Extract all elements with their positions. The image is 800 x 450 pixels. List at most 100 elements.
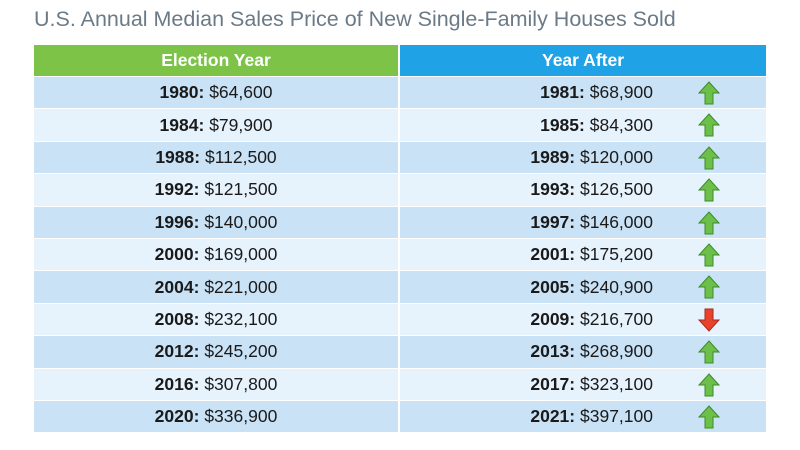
election-year-cell: 1996: $140,000 bbox=[34, 206, 400, 238]
table-row: 1988: $112,500 1989: $120,000 bbox=[34, 140, 766, 174]
election-year-label: 2020 bbox=[154, 406, 194, 427]
table-row: 2020: $336,900 2021: $397,100 bbox=[34, 399, 766, 433]
table-header: Election Year Year After bbox=[34, 45, 766, 76]
arrow-up-shape bbox=[698, 81, 720, 105]
year-after-colon: : bbox=[569, 308, 580, 329]
year-after-label: 1993 bbox=[530, 179, 570, 200]
election-year-colon: : bbox=[193, 308, 205, 329]
year-after-cell: 1997: $146,000 bbox=[400, 207, 766, 238]
arrow-up-icon bbox=[698, 372, 720, 397]
election-year-colon: : bbox=[194, 146, 205, 167]
election-price: $307,800 bbox=[204, 373, 278, 394]
election-year-label: 1996 bbox=[154, 211, 194, 232]
arrow-up-icon bbox=[698, 275, 720, 299]
election-year-cell: 2012: $245,200 bbox=[34, 336, 400, 368]
election-year-label: 2008 bbox=[154, 308, 194, 329]
year-after-label: 2005 bbox=[530, 276, 570, 297]
election-year-colon: : bbox=[198, 82, 210, 103]
election-year-cell: 2000: $169,000 bbox=[34, 238, 400, 271]
year-after-price: $240,900 bbox=[580, 276, 653, 297]
year-after-colon: : bbox=[569, 211, 580, 232]
election-year-label: 2004 bbox=[154, 276, 194, 297]
election-price: $169,000 bbox=[204, 244, 278, 265]
election-year-entry: 1988: $112,500 bbox=[155, 147, 276, 168]
year-after-entry: 2005: $240,900 bbox=[530, 277, 653, 298]
year-after-price: $323,100 bbox=[580, 373, 653, 394]
arrow-up-icon bbox=[698, 146, 720, 170]
year-after-colon: : bbox=[569, 373, 580, 394]
year-after-label: 2017 bbox=[530, 373, 570, 394]
year-after-entry: 2013: $268,900 bbox=[530, 341, 653, 362]
year-after-price: $120,000 bbox=[580, 146, 653, 167]
election-year-colon: : bbox=[193, 244, 205, 265]
year-after-colon: : bbox=[569, 179, 580, 200]
election-price: $221,000 bbox=[204, 276, 278, 297]
year-after-cell: 2005: $240,900 bbox=[400, 271, 766, 302]
election-year-label: 2016 bbox=[154, 373, 194, 394]
arrow-down-icon bbox=[698, 308, 720, 332]
table-body: 1980: $64,600 1981: $68,900 1984: $79,900 1… bbox=[34, 76, 766, 433]
year-after-colon: : bbox=[579, 82, 590, 103]
election-year-label: 1980 bbox=[159, 82, 199, 103]
year-after-label: 1981 bbox=[540, 82, 580, 103]
year-after-colon: : bbox=[569, 276, 580, 297]
election-year-colon: : bbox=[198, 114, 210, 135]
arrow-up-icon bbox=[698, 81, 720, 105]
election-price: $112,500 bbox=[204, 146, 277, 167]
election-year-entry: 1980: $64,600 bbox=[160, 82, 273, 103]
year-after-cell: 2013: $268,900 bbox=[400, 336, 766, 367]
year-after-price: $216,700 bbox=[580, 308, 653, 329]
election-price: $232,100 bbox=[204, 308, 278, 329]
arrow-up-icon bbox=[698, 405, 720, 429]
year-after-colon: : bbox=[569, 341, 580, 362]
arrow-down-shape bbox=[698, 308, 720, 332]
election-year-label: 1992 bbox=[154, 179, 194, 200]
year-after-cell: 2001: $175,200 bbox=[400, 239, 766, 270]
election-year-entry: 1996: $140,000 bbox=[155, 212, 278, 233]
table-row: 2012: $245,200 2013: $268,900 bbox=[34, 335, 766, 368]
year-after-label: 2009 bbox=[530, 308, 570, 329]
arrow-up-icon bbox=[698, 340, 720, 364]
header-year-after: Year After bbox=[400, 45, 766, 76]
election-price: $336,900 bbox=[204, 406, 278, 427]
page-title: U.S. Annual Median Sales Price of New Si… bbox=[34, 7, 676, 31]
year-after-label: 1989 bbox=[530, 146, 570, 167]
election-year-cell: 1992: $121,500 bbox=[34, 174, 400, 206]
arrow-up-shape bbox=[698, 372, 720, 397]
year-after-price: $126,500 bbox=[580, 179, 653, 200]
election-year-entry: 1992: $121,500 bbox=[155, 179, 278, 200]
arrow-up-shape bbox=[698, 275, 720, 299]
arrow-up-shape bbox=[698, 178, 720, 202]
election-price: $140,000 bbox=[204, 211, 278, 232]
year-after-cell: 1989: $120,000 bbox=[400, 142, 766, 173]
election-year-label: 2000 bbox=[154, 244, 194, 265]
arrow-up-shape bbox=[698, 405, 720, 429]
table-row: 2000: $169,000 2001: $175,200 bbox=[34, 237, 766, 271]
election-year-colon: : bbox=[193, 373, 205, 394]
election-year-label: 1988 bbox=[155, 146, 195, 167]
arrow-up-shape bbox=[698, 210, 720, 235]
year-after-label: 1985 bbox=[540, 114, 580, 135]
arrow-up-icon bbox=[698, 210, 720, 235]
table-row: 2008: $232,100 2009: $216,700 bbox=[34, 302, 766, 336]
election-year-cell: 2016: $307,800 bbox=[34, 368, 400, 400]
arrow-up-shape bbox=[698, 113, 720, 137]
year-after-entry: 2021: $397,100 bbox=[530, 406, 653, 427]
election-year-colon: : bbox=[193, 406, 205, 427]
election-year-entry: 2004: $221,000 bbox=[155, 277, 278, 298]
year-after-price: $84,300 bbox=[589, 114, 653, 135]
year-after-entry: 1985: $84,300 bbox=[540, 115, 653, 136]
arrow-up-icon bbox=[698, 243, 720, 267]
election-year-cell: 2020: $336,900 bbox=[34, 400, 400, 433]
arrow-up-shape bbox=[698, 340, 720, 364]
election-year-entry: 1984: $79,900 bbox=[160, 115, 273, 136]
year-after-label: 2001 bbox=[530, 244, 570, 265]
year-after-label: 1997 bbox=[530, 211, 570, 232]
table-row: 1992: $121,500 1993: $126,500 bbox=[34, 173, 766, 206]
election-year-entry: 2020: $336,900 bbox=[155, 406, 278, 427]
year-after-entry: 2001: $175,200 bbox=[530, 244, 653, 265]
year-after-colon: : bbox=[569, 406, 580, 427]
election-price: $121,500 bbox=[204, 179, 278, 200]
year-after-price: $68,900 bbox=[589, 82, 653, 103]
election-year-entry: 2016: $307,800 bbox=[155, 374, 278, 395]
